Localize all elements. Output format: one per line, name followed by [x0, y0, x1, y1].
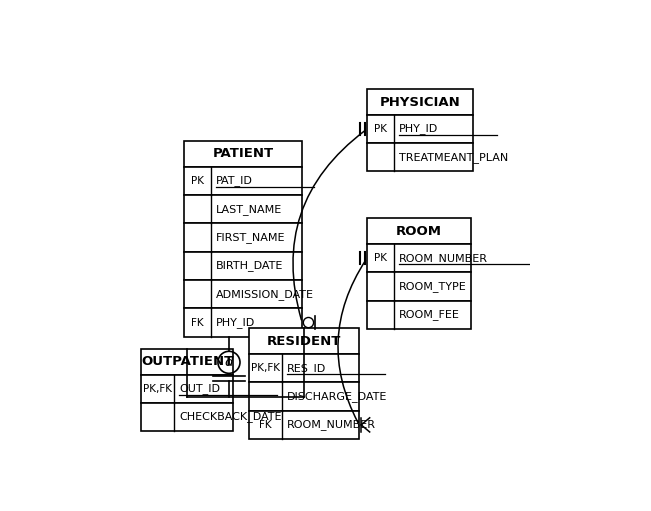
- Bar: [249, 382, 359, 411]
- Text: CHECKBACK_DATE: CHECKBACK_DATE: [179, 411, 281, 423]
- Text: ROOM_NUMBER: ROOM_NUMBER: [287, 420, 376, 430]
- Text: PK,FK: PK,FK: [251, 363, 281, 373]
- Text: PK,FK: PK,FK: [143, 384, 172, 393]
- Bar: [141, 403, 233, 431]
- Text: PK: PK: [191, 176, 204, 186]
- Bar: [367, 300, 471, 329]
- Bar: [184, 252, 302, 280]
- Text: d: d: [225, 356, 233, 369]
- Text: OUTPATIENT: OUTPATIENT: [141, 355, 233, 368]
- Bar: [367, 143, 473, 172]
- Text: PAT_ID: PAT_ID: [215, 175, 253, 187]
- Bar: [184, 141, 302, 167]
- Text: FK: FK: [191, 317, 204, 328]
- Bar: [184, 195, 302, 223]
- Text: PHYSICIAN: PHYSICIAN: [380, 96, 460, 108]
- Bar: [141, 349, 233, 375]
- Bar: [249, 329, 359, 354]
- Text: PK: PK: [374, 253, 387, 263]
- Bar: [367, 115, 473, 143]
- Text: BIRTH_DATE: BIRTH_DATE: [215, 261, 283, 271]
- Bar: [184, 309, 302, 337]
- Bar: [249, 354, 359, 382]
- Text: FK: FK: [260, 420, 272, 430]
- Bar: [367, 272, 471, 300]
- Text: PHY_ID: PHY_ID: [215, 317, 255, 328]
- Bar: [367, 218, 471, 244]
- Text: ROOM_TYPE: ROOM_TYPE: [398, 281, 466, 292]
- Bar: [141, 375, 233, 403]
- Bar: [184, 223, 302, 252]
- Text: OUT_ID: OUT_ID: [179, 383, 220, 394]
- Text: RES_ID: RES_ID: [287, 363, 326, 374]
- Bar: [184, 280, 302, 309]
- Text: ROOM: ROOM: [396, 225, 442, 238]
- Text: PHY_ID: PHY_ID: [398, 124, 438, 134]
- Text: ADMISSION_DATE: ADMISSION_DATE: [215, 289, 314, 300]
- Text: PATIENT: PATIENT: [213, 148, 273, 160]
- Text: PK: PK: [374, 124, 387, 134]
- Text: DISCHARGE_DATE: DISCHARGE_DATE: [287, 391, 387, 402]
- Text: ROOM_NUMBER: ROOM_NUMBER: [398, 252, 488, 264]
- Bar: [367, 244, 471, 272]
- Bar: [184, 167, 302, 195]
- Text: RESIDENT: RESIDENT: [267, 335, 341, 348]
- Bar: [367, 89, 473, 115]
- Text: FIRST_NAME: FIRST_NAME: [215, 232, 285, 243]
- Text: TREATMEANT_PLAN: TREATMEANT_PLAN: [398, 152, 508, 163]
- Bar: [249, 411, 359, 439]
- Text: LAST_NAME: LAST_NAME: [215, 204, 282, 215]
- Text: ROOM_FEE: ROOM_FEE: [398, 309, 460, 320]
